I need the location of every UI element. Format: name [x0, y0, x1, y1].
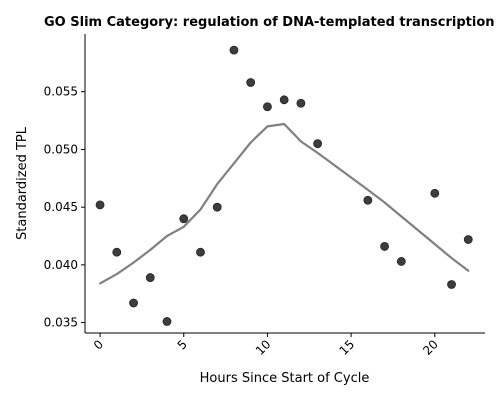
plot-area: 0 5 10 15 20 0.035 0.040 0.045 0.050 0.055 — [44, 34, 485, 358]
data-point — [129, 298, 138, 308]
y-axis-label: Standardized TPL — [15, 126, 30, 240]
data-point — [380, 242, 389, 251]
data-point — [212, 202, 222, 212]
data-point — [246, 78, 256, 87]
data-point — [229, 45, 239, 55]
y-tick-label: 0.040 — [44, 258, 78, 272]
y-tick-label: 0.045 — [44, 200, 78, 214]
data-point — [396, 257, 406, 266]
data-point — [463, 235, 473, 244]
data-point — [296, 98, 306, 108]
y-tick-label: 0.055 — [44, 85, 78, 99]
trend-line — [99, 122, 470, 285]
x-tick-label: 5 — [175, 337, 190, 352]
data-point — [363, 195, 373, 205]
data-point — [313, 139, 323, 149]
y-tick-label: 0.035 — [44, 316, 78, 330]
x-tick-label: 10 — [253, 337, 274, 358]
x-tick-label: 20 — [420, 337, 441, 358]
data-point — [179, 214, 189, 224]
x-tick-label: 15 — [337, 337, 358, 358]
data-point — [145, 273, 155, 282]
y-tick-label: 0.050 — [44, 142, 78, 156]
x-tick-label: 0 — [91, 337, 106, 352]
data-point — [95, 200, 105, 210]
x-axis-label: Hours Since Start of Cycle — [200, 371, 370, 386]
data-point — [112, 247, 122, 257]
data-point — [430, 188, 440, 198]
data-point — [263, 102, 272, 112]
data-point — [447, 280, 456, 289]
data-point — [279, 95, 289, 105]
chart-title: GO Slim Category: regulation of DNA-temp… — [44, 15, 495, 30]
data-point — [162, 317, 172, 326]
data-point — [196, 247, 205, 257]
